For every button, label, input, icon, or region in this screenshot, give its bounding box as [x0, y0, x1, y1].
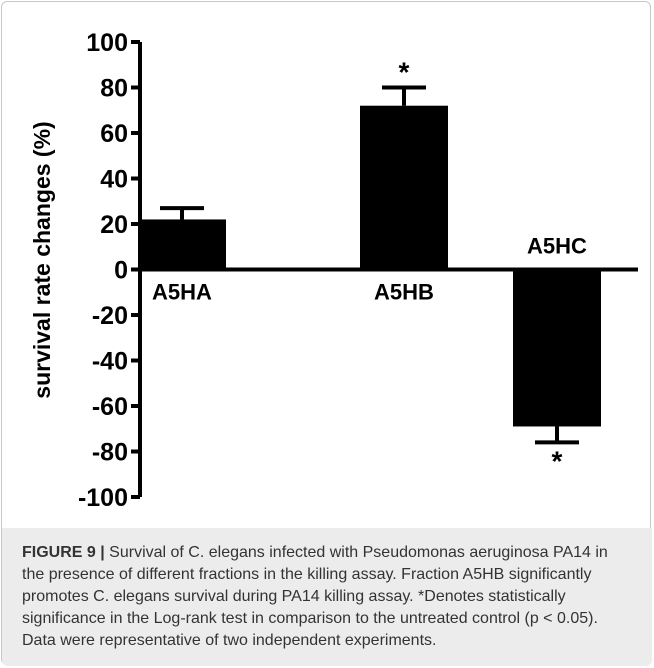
category-label: A5HA [152, 280, 212, 305]
bar-a5hb [360, 105, 448, 270]
y-tick-label: -40 [92, 348, 128, 376]
error-bars [160, 85, 579, 445]
y-tick-label: 40 [100, 166, 128, 194]
caption-area: FIGURE 9 | Survival of C. elegans infect… [2, 528, 652, 666]
y-tick-label: 100 [86, 29, 128, 57]
bar-a5hc [513, 269, 601, 427]
category-labels: A5HA A5HB A5HC [152, 234, 587, 305]
y-tick-label: 80 [100, 75, 128, 103]
bars [138, 105, 601, 427]
y-tick-label: 0 [114, 257, 128, 285]
category-label: A5HB [374, 280, 434, 305]
significance-marker: * [399, 57, 410, 88]
y-axis-label: survival rate changes (%) [29, 121, 55, 398]
y-tick-label: -80 [92, 439, 128, 467]
y-tick-label: -20 [92, 302, 128, 330]
y-tick-label: 20 [100, 211, 128, 239]
y-axis-ticks: 100 80 60 40 20 0 -20 -40 -60 -80 -100 [78, 29, 140, 512]
significance-markers: ** [399, 57, 563, 477]
category-label: A5HC [527, 234, 587, 259]
y-tick-label: 60 [100, 120, 128, 148]
bar-a5ha [138, 219, 226, 270]
caption-label: FIGURE 9 | [22, 544, 105, 561]
y-tick-label: -100 [78, 484, 128, 512]
y-tick-label: -60 [92, 393, 128, 421]
caption-text: Survival of C. elegans infected with Pse… [22, 544, 608, 649]
figure-caption: FIGURE 9 | Survival of C. elegans infect… [22, 542, 634, 652]
significance-marker: * [552, 445, 563, 476]
